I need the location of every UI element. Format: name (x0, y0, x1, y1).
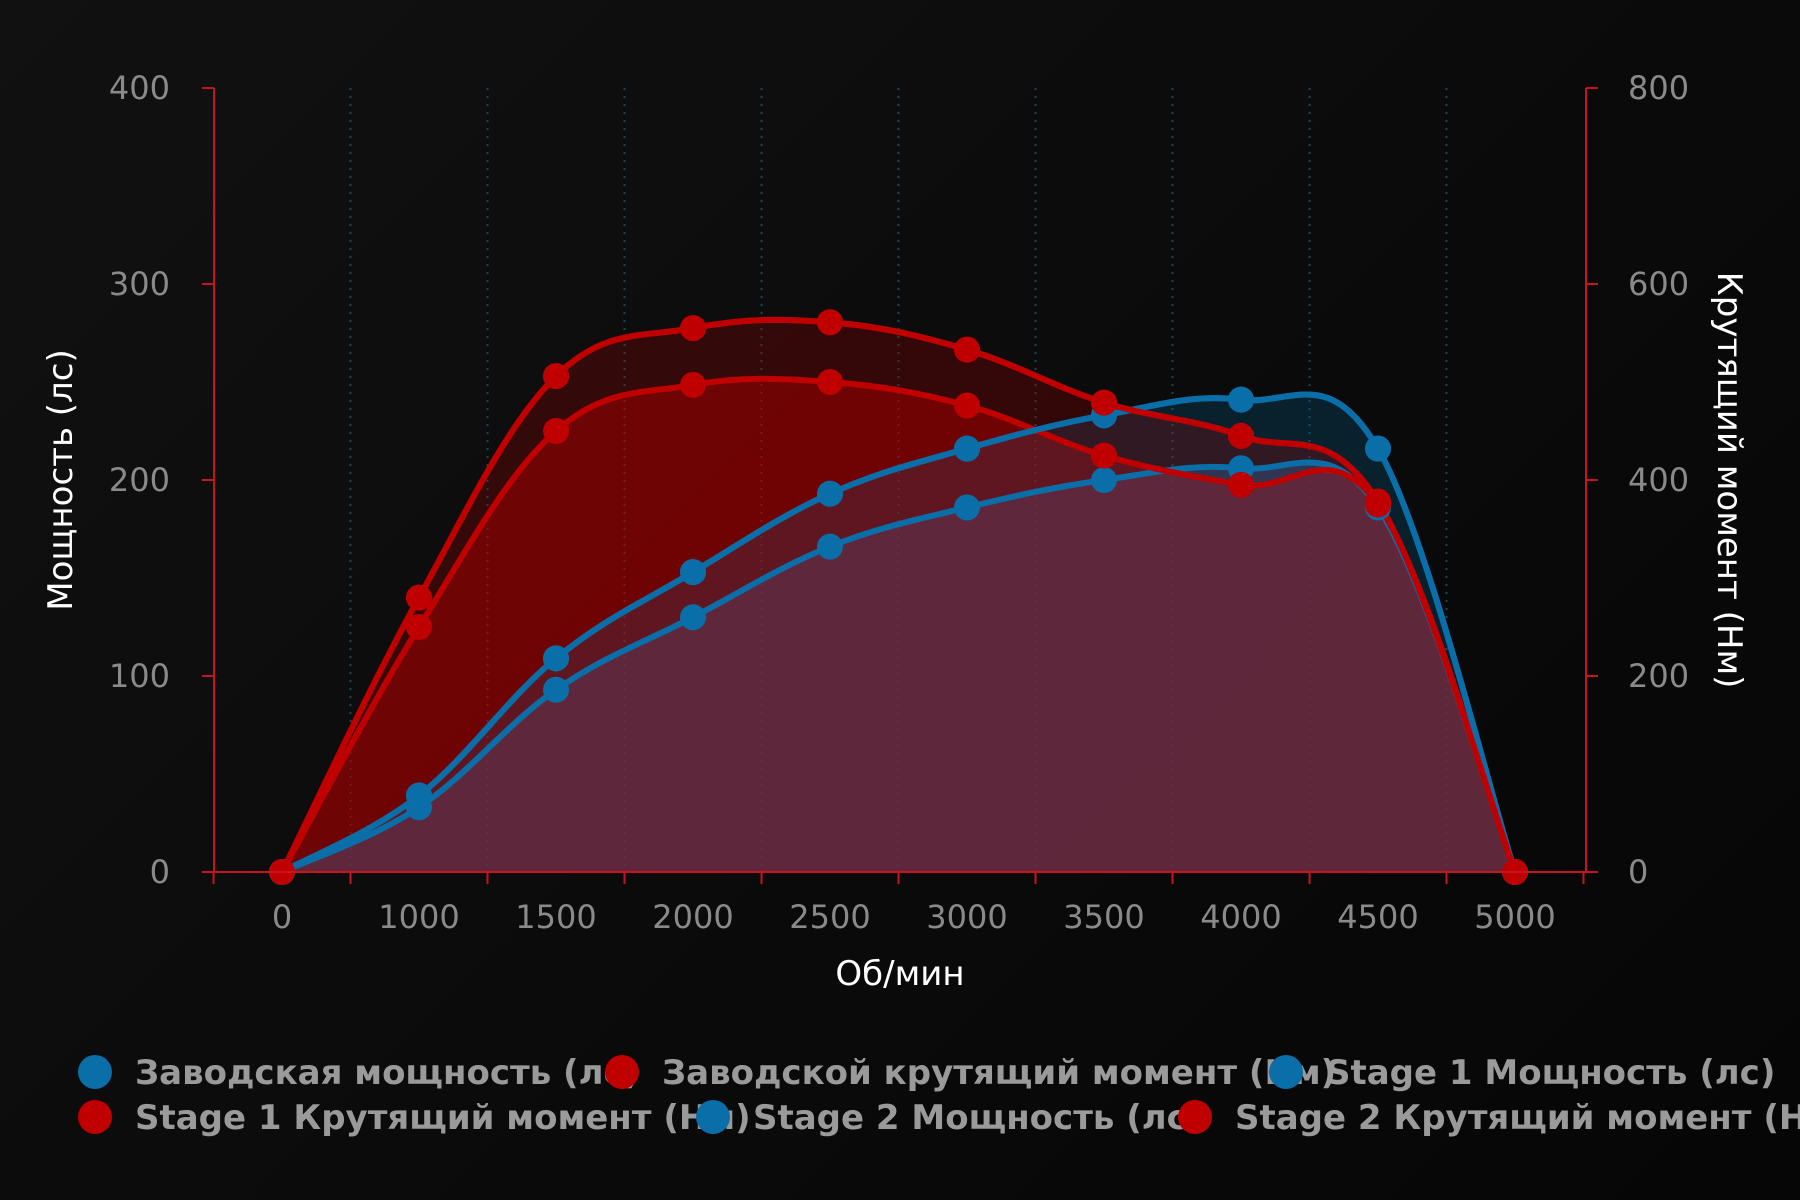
data-point (1091, 442, 1117, 469)
series-area (282, 394, 1515, 872)
data-point (817, 533, 843, 560)
series-fills (282, 319, 1515, 872)
y-tick-label-right: 800 (1628, 69, 1689, 107)
legend-marker (605, 1055, 639, 1089)
y-tick-label-right: 200 (1628, 657, 1689, 695)
y-tick-label-left: 100 (109, 657, 170, 695)
x-tick-label: 3000 (926, 898, 1007, 936)
legend-marker (1269, 1055, 1303, 1089)
x-tick-label: 5000 (1474, 898, 1555, 936)
legend-label: Stage 1 Мощность (лс) (1326, 1053, 1775, 1093)
data-point (817, 480, 843, 507)
data-point (406, 782, 432, 809)
data-point (1228, 471, 1254, 498)
data-point (680, 315, 706, 342)
y-tick-label-right: 400 (1628, 461, 1689, 499)
series-area (282, 319, 1515, 872)
legend-label: Заводской крутящий момент (Нм) (662, 1053, 1336, 1093)
x-tick-label: 4000 (1200, 898, 1281, 936)
legend-label: Stage 2 Мощность (лс) (753, 1098, 1202, 1138)
data-point (954, 336, 980, 363)
data-point (680, 559, 706, 586)
legend-marker (78, 1055, 112, 1089)
data-point (543, 363, 569, 390)
series-points (269, 309, 1528, 885)
data-point (1091, 389, 1117, 416)
legend-label: Stage 2 Крутящий момент (Нм) (1235, 1098, 1800, 1138)
data-point (680, 371, 706, 398)
data-point (954, 392, 980, 419)
x-tick-label: 3500 (1063, 898, 1144, 936)
data-point (817, 309, 843, 336)
data-point (954, 494, 980, 521)
data-point (543, 418, 569, 444)
data-point (1365, 435, 1391, 462)
series-area (282, 394, 1515, 872)
data-point (543, 676, 569, 703)
y-tick-label-right: 0 (1628, 853, 1648, 891)
y-axis-left-title: Мощность (лс) (41, 349, 81, 611)
legend-marker (78, 1100, 112, 1134)
data-point (1091, 467, 1117, 493)
x-tick-label: 1500 (515, 898, 596, 936)
y-tick-label-right: 600 (1628, 265, 1689, 303)
x-tick-label: 2000 (652, 898, 733, 936)
grid-layer (349, 88, 1448, 872)
x-tick-label: 0 (272, 898, 292, 936)
y-tick-label-left: 300 (109, 265, 170, 303)
legend: Заводская мощность (лс) Заводской крутящи… (78, 1053, 1800, 1138)
series-area (282, 319, 1515, 872)
y-tick-label-left: 200 (109, 461, 170, 499)
data-point (954, 435, 980, 462)
y-tick-label-left: 400 (109, 69, 170, 107)
series-line (279, 375, 1518, 874)
x-axis-title: Об/мин (835, 954, 964, 994)
data-point (1365, 488, 1391, 515)
data-point (406, 614, 432, 640)
data-point (406, 584, 432, 611)
x-tick-label: 1000 (378, 898, 459, 936)
data-point (1228, 422, 1254, 449)
x-tick-label: 2500 (789, 898, 870, 936)
series-line (279, 316, 1518, 874)
legend-marker (696, 1100, 730, 1134)
data-point (543, 645, 569, 672)
series-area (282, 378, 1515, 872)
y-axis-right-title: Крутящий момент (Нм) (1709, 272, 1749, 689)
legend-label: Stage 1 Крутящий момент (Нм) (135, 1098, 751, 1138)
data-point (680, 604, 706, 631)
x-tick-label: 4500 (1337, 898, 1418, 936)
legend-label: Заводская мощность (лс) (135, 1053, 639, 1093)
data-point (1228, 386, 1254, 413)
series-area (282, 462, 1515, 872)
legend-marker (1178, 1100, 1212, 1134)
data-point (817, 369, 843, 395)
y-tick-label-left: 0 (150, 853, 170, 891)
